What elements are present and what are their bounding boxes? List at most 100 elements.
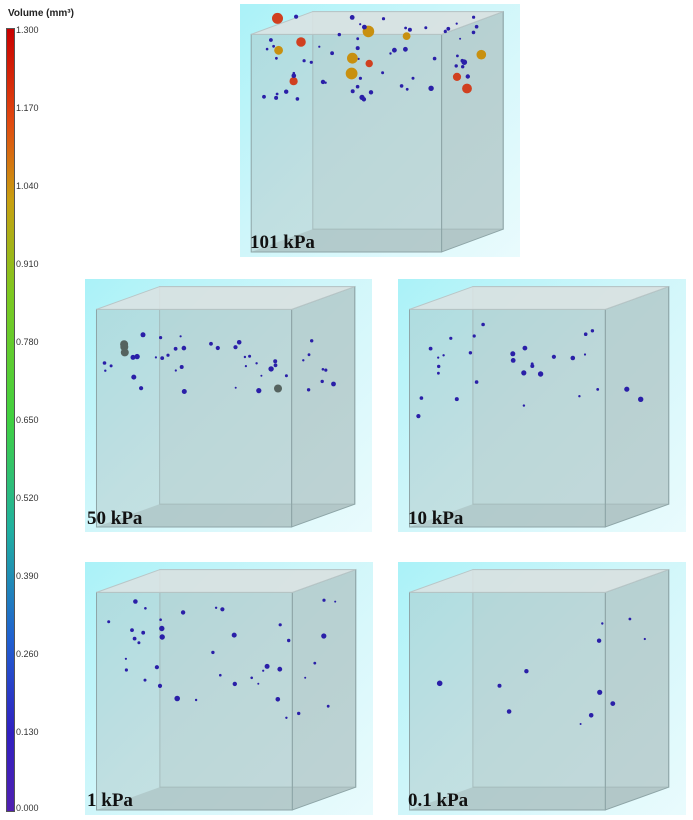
pore <box>307 353 311 357</box>
pore <box>474 380 479 384</box>
pore <box>220 607 225 612</box>
pore <box>277 666 283 672</box>
pore <box>530 364 535 368</box>
pore <box>313 661 317 665</box>
pore <box>179 335 182 338</box>
colorbar-tick: 0.780 <box>16 337 39 347</box>
pore <box>309 60 313 64</box>
pore <box>174 369 177 372</box>
pore <box>461 59 468 65</box>
pore <box>255 362 258 365</box>
pore <box>236 340 242 345</box>
pore <box>274 384 282 393</box>
block-front-face <box>409 308 606 528</box>
pore <box>443 29 447 34</box>
pore <box>265 47 269 51</box>
pore <box>428 85 434 92</box>
pore <box>120 348 129 357</box>
pore <box>472 15 476 19</box>
pore <box>272 12 283 24</box>
pore <box>337 32 341 37</box>
pore <box>211 650 215 655</box>
pore <box>139 386 144 391</box>
pore <box>481 322 485 327</box>
pore <box>537 371 544 377</box>
pore <box>273 359 278 364</box>
pore <box>624 386 630 392</box>
pore <box>638 396 644 402</box>
pore <box>273 363 278 368</box>
specimen-render <box>409 285 670 528</box>
block-front-face <box>409 591 606 811</box>
pore <box>405 87 409 91</box>
pore <box>141 630 146 635</box>
block-top-surface <box>409 569 669 593</box>
pore <box>437 371 440 375</box>
pore <box>411 76 415 80</box>
pore <box>243 355 247 359</box>
pore <box>524 669 529 674</box>
pore <box>449 336 453 340</box>
pore <box>506 709 512 714</box>
pore <box>365 59 373 68</box>
pore <box>244 365 247 368</box>
block-side-face <box>604 285 670 528</box>
panel-label: 0.1 kPa <box>408 790 469 811</box>
pore <box>588 713 594 718</box>
pore <box>510 358 516 363</box>
pore <box>355 46 360 51</box>
pore <box>131 374 137 380</box>
pore <box>404 26 407 30</box>
pore <box>174 695 180 702</box>
pore <box>350 89 355 94</box>
pore <box>284 374 288 378</box>
pore <box>272 44 275 48</box>
pore <box>459 37 462 40</box>
pore <box>295 97 300 101</box>
pore <box>310 339 314 343</box>
block-top-surface <box>251 11 504 35</box>
pore <box>274 45 283 55</box>
pore <box>476 49 487 60</box>
pore <box>159 634 165 640</box>
panel-label: 101 kPa <box>250 232 315 253</box>
pore <box>232 681 237 687</box>
pore <box>570 355 576 361</box>
pore <box>180 610 186 615</box>
pore <box>392 47 397 53</box>
pore <box>362 24 367 30</box>
block-bottom-face <box>409 787 669 810</box>
pore <box>132 636 137 641</box>
panel-0-1kpa: 0.1 kPa <box>398 562 686 815</box>
pore <box>579 723 582 725</box>
pore <box>326 704 330 708</box>
pore <box>154 665 159 670</box>
pore <box>124 657 127 660</box>
panel-label: 1 kPa <box>87 790 133 811</box>
pore <box>424 26 428 30</box>
pore <box>334 600 337 603</box>
pore <box>292 71 296 75</box>
pore <box>274 95 279 100</box>
block-top-surface <box>96 286 355 310</box>
pore <box>143 678 147 682</box>
pore <box>306 388 311 392</box>
colorbar-tick: 0.000 <box>16 803 39 813</box>
pore <box>601 622 604 625</box>
colorbar-tick: 0.260 <box>16 649 39 659</box>
pore <box>144 607 147 610</box>
pore <box>320 379 324 384</box>
pore <box>284 89 289 94</box>
pore <box>355 84 360 89</box>
pore <box>359 23 362 26</box>
pore <box>347 52 358 64</box>
pore <box>320 79 326 85</box>
pore <box>181 345 187 351</box>
pore <box>289 77 298 86</box>
pore <box>173 346 178 351</box>
pore <box>322 598 326 602</box>
pore <box>389 52 392 55</box>
pore <box>318 45 321 48</box>
pore <box>297 711 301 716</box>
pore <box>468 351 473 355</box>
